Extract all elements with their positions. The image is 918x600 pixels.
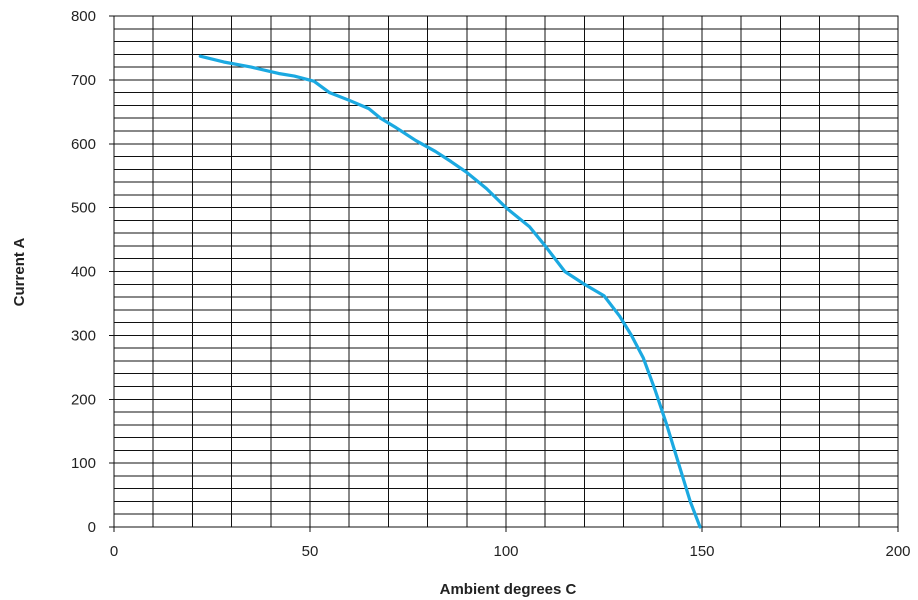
y-tick-label: 500 [71, 200, 96, 217]
x-tick-labels: 0 50 100 150 200 [110, 543, 911, 560]
y-tick-labels: 0 100 200 300 400 500 600 700 800 [71, 8, 96, 536]
series-layer [198, 54, 702, 529]
y-axis-title: Current A [11, 238, 28, 307]
y-tick-label: 0 [88, 519, 96, 536]
y-tick-label: 700 [71, 72, 96, 89]
x-tick-label: 0 [110, 543, 118, 560]
x-tick-label: 200 [885, 543, 910, 560]
x-tick-label: 150 [689, 543, 714, 560]
series-line [198, 54, 702, 529]
y-tick-label: 100 [71, 455, 96, 472]
x-tick-label: 50 [302, 543, 319, 560]
y-tick-label: 600 [71, 136, 96, 153]
y-tick-label: 300 [71, 327, 96, 344]
y-tick-label: 800 [71, 8, 96, 25]
x-axis-title: Ambient degrees C [440, 581, 577, 598]
x-tick-label: 100 [493, 543, 518, 560]
plot-border [113, 15, 899, 528]
y-tick-label: 400 [71, 264, 96, 281]
plot-frame [113, 15, 899, 528]
y-tick-label: 200 [71, 391, 96, 408]
grid [109, 15, 899, 532]
